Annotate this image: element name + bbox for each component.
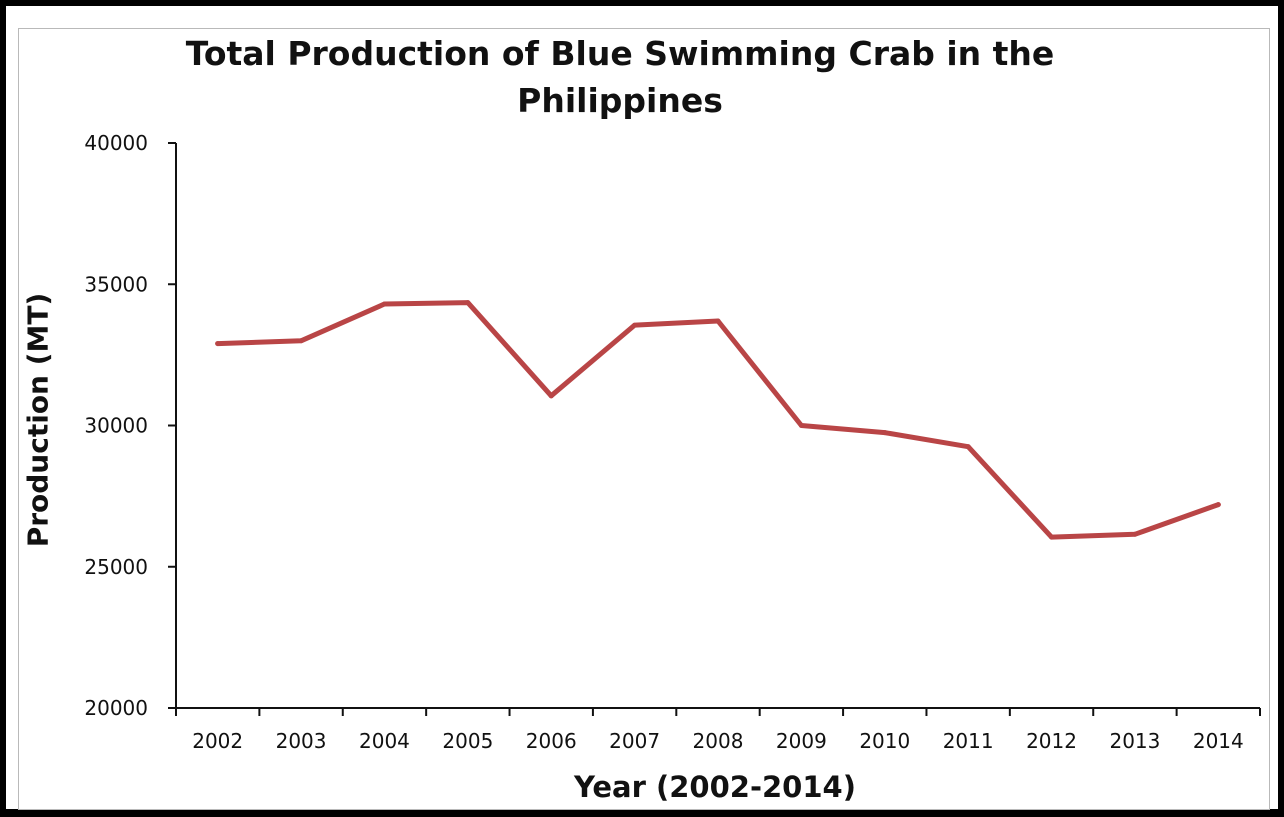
x-tick-label: 2012 bbox=[1026, 729, 1077, 753]
data-point bbox=[1049, 534, 1055, 540]
data-point bbox=[632, 322, 638, 328]
x-tick-label: 2002 bbox=[192, 729, 243, 753]
x-tick-label: 2007 bbox=[609, 729, 660, 753]
x-tick-label: 2005 bbox=[442, 729, 493, 753]
x-tick-label: 2008 bbox=[693, 729, 744, 753]
x-tick-label: 2006 bbox=[526, 729, 577, 753]
chart-area-border bbox=[18, 28, 1270, 810]
y-tick-label: 25000 bbox=[84, 555, 148, 579]
x-axis-label: Year (2002-2014) bbox=[574, 770, 856, 804]
data-point bbox=[715, 318, 721, 324]
data-point bbox=[882, 430, 888, 436]
y-tick-label: 35000 bbox=[84, 272, 148, 296]
x-tick-label: 2011 bbox=[943, 729, 994, 753]
series-line bbox=[215, 300, 1221, 540]
x-tick-label: 2003 bbox=[276, 729, 327, 753]
y-tick-label: 40000 bbox=[84, 131, 148, 155]
data-point bbox=[548, 393, 554, 399]
y-tick-label: 30000 bbox=[84, 414, 148, 438]
x-tick-label: 2009 bbox=[776, 729, 827, 753]
data-point bbox=[965, 444, 971, 450]
x-tick-label: 2014 bbox=[1193, 729, 1244, 753]
data-point bbox=[215, 341, 221, 347]
x-tick-label: 2013 bbox=[1109, 729, 1160, 753]
data-point bbox=[381, 301, 387, 307]
data-point bbox=[465, 300, 471, 306]
y-tick-label: 20000 bbox=[84, 696, 148, 720]
data-point bbox=[298, 338, 304, 344]
data-point bbox=[1215, 502, 1221, 508]
x-tick-label: 2010 bbox=[859, 729, 910, 753]
chart-title: Total Production of Blue Swimming Crab i… bbox=[185, 34, 1055, 120]
data-point bbox=[798, 423, 804, 428]
x-tick-label: 2004 bbox=[359, 729, 410, 753]
data-point bbox=[1132, 531, 1138, 537]
